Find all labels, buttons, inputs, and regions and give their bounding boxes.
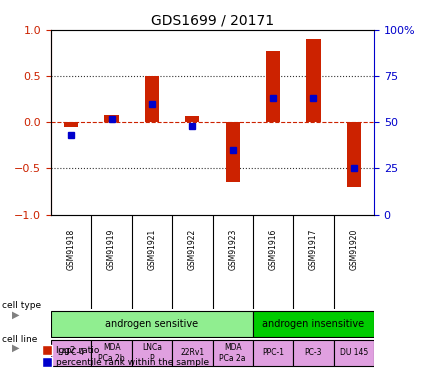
Text: PPC-1: PPC-1 <box>262 348 284 357</box>
Text: LNCa
P: LNCa P <box>142 343 162 363</box>
FancyBboxPatch shape <box>212 340 253 366</box>
Text: cell line: cell line <box>2 335 37 344</box>
Text: GSM91917: GSM91917 <box>309 229 318 270</box>
FancyBboxPatch shape <box>132 340 172 366</box>
Text: DU 145: DU 145 <box>340 348 368 357</box>
FancyBboxPatch shape <box>91 340 132 366</box>
FancyBboxPatch shape <box>172 340 212 366</box>
Title: GDS1699 / 20171: GDS1699 / 20171 <box>151 13 274 27</box>
FancyBboxPatch shape <box>51 340 91 366</box>
Text: MDA
PCa 2b: MDA PCa 2b <box>98 343 125 363</box>
FancyBboxPatch shape <box>51 311 253 337</box>
FancyBboxPatch shape <box>253 340 293 366</box>
Legend: log2 ratio, percentile rank within the sample: log2 ratio, percentile rank within the s… <box>39 342 212 370</box>
Bar <box>64 122 78 127</box>
Text: MDA
PCa 2a: MDA PCa 2a <box>219 343 246 363</box>
FancyBboxPatch shape <box>253 311 374 337</box>
Text: androgen insensitive: androgen insensitive <box>262 319 365 329</box>
Bar <box>347 122 361 187</box>
Text: GSM91923: GSM91923 <box>228 229 237 270</box>
Text: 22Rv1: 22Rv1 <box>180 348 204 357</box>
Bar <box>105 115 119 122</box>
Text: ▶: ▶ <box>11 343 19 353</box>
Text: androgen sensitive: androgen sensitive <box>105 319 198 329</box>
Text: GSM91922: GSM91922 <box>188 229 197 270</box>
Text: GSM91916: GSM91916 <box>269 229 278 270</box>
Text: cell type: cell type <box>2 301 41 310</box>
FancyBboxPatch shape <box>293 340 334 366</box>
Text: GSM91921: GSM91921 <box>147 229 156 270</box>
Bar <box>145 76 159 122</box>
Text: GSM91920: GSM91920 <box>349 229 358 270</box>
FancyBboxPatch shape <box>334 340 374 366</box>
Text: GSM91919: GSM91919 <box>107 229 116 270</box>
Text: ▶: ▶ <box>11 310 19 320</box>
Bar <box>185 116 199 122</box>
Bar <box>266 51 280 122</box>
Text: LAPC-4: LAPC-4 <box>58 348 85 357</box>
Bar <box>306 39 320 122</box>
Text: GSM91918: GSM91918 <box>67 229 76 270</box>
Bar <box>226 122 240 182</box>
Text: PC-3: PC-3 <box>305 348 322 357</box>
